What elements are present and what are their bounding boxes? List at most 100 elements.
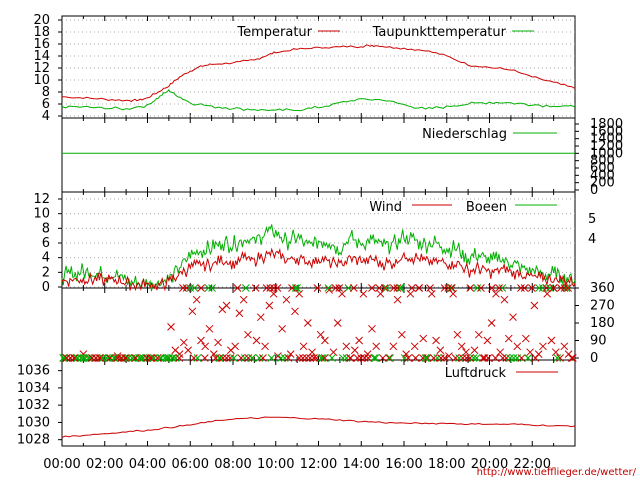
direction-marker <box>480 354 489 362</box>
direction-marker <box>171 354 180 362</box>
direction-marker <box>437 354 445 362</box>
direction-marker <box>291 284 300 292</box>
direction-marker <box>400 354 409 362</box>
direction-marker <box>421 354 430 362</box>
legend-temperatur-label: Temperatur <box>236 25 312 40</box>
x-tick-label: 00:00 <box>43 457 80 472</box>
legend-wind-label: Wind <box>369 200 402 215</box>
direction-marker <box>230 354 238 362</box>
x-tick-label: 16:00 <box>385 457 422 472</box>
x-tick-label: 18:00 <box>428 457 465 472</box>
right-tick-label: 0 <box>590 351 598 366</box>
direction-marker <box>466 354 474 362</box>
direction-marker <box>117 354 126 362</box>
direction-marker <box>382 284 391 292</box>
direction-marker <box>320 354 329 362</box>
direction-marker <box>500 295 509 304</box>
direction-marker <box>325 286 334 294</box>
direction-marker <box>135 354 144 362</box>
direction-marker <box>504 334 513 343</box>
direction-marker <box>91 354 100 362</box>
direction-marker <box>205 324 214 333</box>
x-tick-label: 08:00 <box>214 457 251 472</box>
direction-marker <box>560 342 569 351</box>
x-tick-label: 10:00 <box>257 457 294 472</box>
right-tick-label: 4 <box>588 232 596 247</box>
direction-marker <box>557 284 565 292</box>
direction-marker <box>62 354 71 362</box>
direction-marker <box>73 354 82 362</box>
right-tick-label: 0 <box>590 183 598 198</box>
direction-marker <box>357 354 365 362</box>
direction-marker <box>288 284 296 292</box>
direction-marker <box>328 354 336 362</box>
y-tick-label: 4 <box>42 251 50 266</box>
direction-marker <box>266 284 275 292</box>
direction-marker <box>487 284 496 292</box>
direction-marker <box>509 313 517 322</box>
direction-marker <box>120 354 129 362</box>
direction-marker <box>404 354 413 362</box>
direction-marker <box>342 354 351 362</box>
direction-marker <box>167 323 175 331</box>
direction-marker <box>222 354 231 362</box>
direction-marker <box>131 354 140 362</box>
credit-link[interactable]: http://www.tiefflieger.de/wetter/ <box>476 467 636 478</box>
direction-marker <box>231 342 239 351</box>
direction-marker <box>168 354 176 362</box>
direction-marker <box>175 354 184 362</box>
direction-marker <box>513 342 522 351</box>
direction-marker <box>562 284 571 292</box>
direction-marker <box>491 354 500 362</box>
right-tick-label: 600 <box>590 161 615 176</box>
direction-marker <box>498 284 507 292</box>
direction-marker <box>370 354 378 362</box>
direction-marker <box>395 284 404 292</box>
direction-marker <box>239 295 248 304</box>
direction-marker <box>313 284 322 292</box>
direction-marker <box>339 354 347 362</box>
direction-marker <box>517 284 525 292</box>
direction-marker <box>211 354 220 362</box>
direction-marker <box>299 342 308 351</box>
y-tick-label: 1032 <box>17 398 50 413</box>
direction-marker <box>222 301 231 310</box>
direction-marker <box>422 354 431 362</box>
direction-marker <box>487 319 496 327</box>
y-tick-label: 14 <box>33 49 50 64</box>
direction-marker <box>432 336 440 345</box>
direction-marker <box>282 295 291 304</box>
direction-marker <box>483 336 492 345</box>
direction-marker <box>259 354 267 362</box>
direction-marker <box>160 354 169 362</box>
right-tick-label: 800 <box>590 154 615 169</box>
y-tick-label: 0 <box>42 280 50 295</box>
direction-marker <box>385 354 393 362</box>
direction-marker <box>244 354 253 362</box>
direction-marker <box>453 330 462 339</box>
direction-marker <box>560 284 569 292</box>
direction-marker <box>139 354 147 362</box>
y-tick-label: 2 <box>42 265 50 280</box>
direction-marker <box>520 284 529 292</box>
direction-marker <box>371 354 380 362</box>
direction-marker <box>60 354 68 362</box>
direction-marker <box>316 330 325 339</box>
direction-marker <box>389 284 398 292</box>
direction-marker <box>458 354 467 362</box>
direction-marker <box>389 342 398 351</box>
direction-marker <box>190 354 198 362</box>
direction-marker <box>551 348 560 357</box>
direction-marker <box>538 284 547 292</box>
y-tick-label: 12 <box>33 192 50 207</box>
direction-marker <box>291 307 299 316</box>
x-tick-label: 14:00 <box>343 457 380 472</box>
direction-marker <box>393 284 402 292</box>
direction-marker <box>350 346 359 355</box>
legend-boeen-label: Boeen <box>466 200 507 215</box>
direction-marker <box>466 284 475 292</box>
direction-marker <box>235 309 244 318</box>
direction-marker <box>219 354 227 362</box>
direction-marker <box>306 354 315 362</box>
direction-marker <box>375 284 384 292</box>
